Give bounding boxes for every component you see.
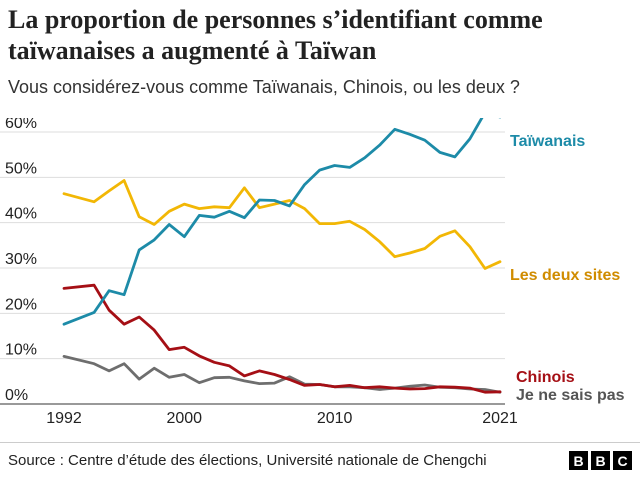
series-line-3	[62, 283, 502, 394]
x-tick-label: 2010	[317, 410, 353, 427]
series-line-1	[62, 118, 501, 326]
series-line-4	[62, 355, 502, 394]
series-label-2: Les deux sites	[510, 267, 620, 284]
series-line-2	[62, 179, 502, 270]
y-axis-tick-labels: 0% 10% 20% 30% 40% 50% 60%	[5, 118, 37, 404]
y-tick-label: 40%	[5, 206, 37, 223]
series-lines	[62, 118, 502, 394]
grid-lines	[0, 131, 505, 405]
x-tick-label: 2000	[166, 410, 202, 427]
y-tick-label: 50%	[5, 160, 37, 177]
source-note: Source : Centre d’étude des élections, U…	[8, 452, 487, 469]
chart-subtitle: Vous considérez-vous comme Taïwanais, Ch…	[8, 77, 520, 97]
y-tick-label: 30%	[5, 251, 37, 268]
line-chart: 0% 10% 20% 30% 40% 50% 60% 1992 2000 2010 2021 Ta…	[0, 118, 625, 427]
chart-title: La proportion de personnes s’identifiant…	[8, 5, 543, 65]
x-axis-tick-labels: 1992 2000 2010 2021	[46, 410, 518, 427]
y-tick-label: 60%	[5, 118, 37, 132]
y-tick-label: 20%	[5, 296, 37, 313]
series-label-1: Taïwanais	[510, 133, 585, 150]
bbc-logo-letter-2: B	[591, 451, 610, 470]
footer-divider	[0, 442, 640, 443]
x-tick-label: 2021	[482, 410, 518, 427]
y-tick-label: 0%	[5, 387, 28, 404]
x-tick-label: 1992	[46, 410, 82, 427]
bbc-logo-letter-3: C	[613, 451, 632, 470]
bbc-logo-letter-1: B	[569, 451, 588, 470]
series-label-3: Chinois	[516, 369, 575, 386]
y-tick-label: 10%	[5, 342, 37, 359]
bbc-logo: B B C	[569, 451, 632, 470]
series-label-4: Je ne sais pas	[516, 387, 625, 404]
